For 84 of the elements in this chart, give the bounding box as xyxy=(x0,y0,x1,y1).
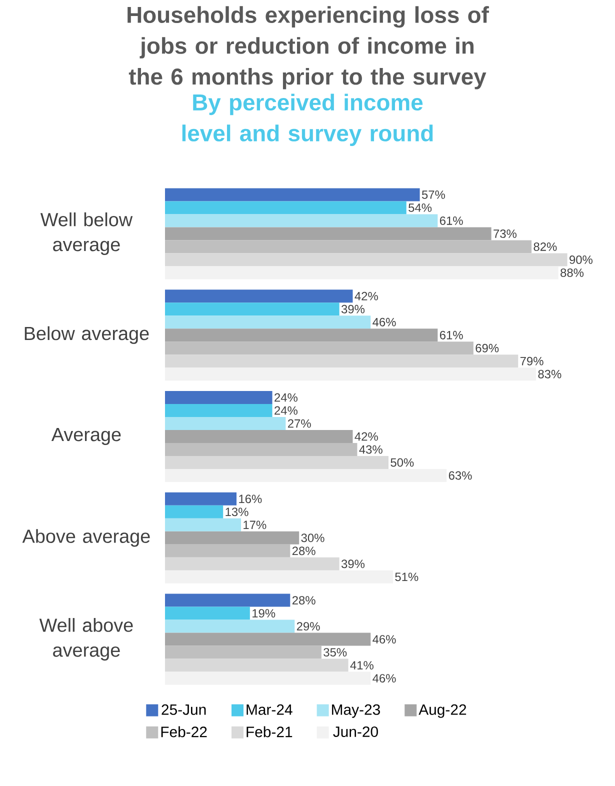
data-label: 63% xyxy=(448,471,472,480)
bar xyxy=(165,594,290,607)
bar xyxy=(165,518,241,532)
data-label: 69% xyxy=(476,344,499,352)
bar xyxy=(165,201,406,214)
data-label: 46% xyxy=(372,318,396,326)
bar xyxy=(165,240,532,254)
bar xyxy=(165,492,237,506)
bar xyxy=(165,391,272,404)
data-label: 39% xyxy=(341,560,365,568)
bar xyxy=(165,606,250,620)
bar xyxy=(165,430,353,444)
bar xyxy=(165,646,322,659)
y-tick-label: Above average xyxy=(22,529,150,547)
bar xyxy=(165,316,371,329)
chart-subtitle: By perceived income level and survey round xyxy=(182,94,433,146)
data-label: 35% xyxy=(324,648,347,657)
data-label: 13% xyxy=(226,508,248,516)
bar xyxy=(165,632,371,646)
chart-title: Households experiencing loss of jobs or reduction of income in the 6 months prior to the survey xyxy=(128,6,489,90)
y-tick-label: Well below average xyxy=(40,212,133,255)
legend-label: Jun-20 xyxy=(333,726,378,738)
data-label: 30% xyxy=(301,534,324,542)
data-label: 79% xyxy=(520,356,544,366)
data-label: 73% xyxy=(494,229,517,238)
legend-label: 25-Jun xyxy=(162,704,206,715)
bar xyxy=(165,188,420,202)
bar xyxy=(165,557,340,570)
data-label: 28% xyxy=(292,546,316,556)
data-label: 51% xyxy=(395,572,418,582)
bar xyxy=(165,290,353,303)
data-label: 41% xyxy=(350,661,374,670)
bar xyxy=(165,253,568,266)
data-label: 39% xyxy=(341,304,365,314)
data-label: 46% xyxy=(372,674,396,683)
bar xyxy=(165,266,558,280)
bar xyxy=(165,620,295,633)
data-label: 19% xyxy=(252,609,276,618)
data-label: 28% xyxy=(292,596,316,605)
bar xyxy=(165,469,447,482)
bar xyxy=(165,505,224,518)
bar xyxy=(165,570,393,584)
data-label: 46% xyxy=(372,635,396,644)
legend-label: May-23 xyxy=(332,704,380,718)
data-label: 50% xyxy=(390,458,414,467)
data-label: 16% xyxy=(239,494,262,504)
y-tick-label: Average xyxy=(51,428,121,445)
bar xyxy=(165,368,536,381)
data-label: 24% xyxy=(274,406,298,415)
data-label: 82% xyxy=(534,242,557,251)
bar xyxy=(165,214,438,228)
data-label: 29% xyxy=(296,622,320,631)
bar xyxy=(165,404,272,418)
bar xyxy=(165,227,492,240)
bar xyxy=(165,417,286,430)
data-label: 27% xyxy=(288,419,311,428)
bar xyxy=(165,544,290,558)
y-tick-label: Well above average xyxy=(39,618,133,661)
data-label: 54% xyxy=(408,204,432,212)
data-label: 24% xyxy=(274,393,298,402)
data-label: 43% xyxy=(359,445,382,454)
legend-label: Feb-21 xyxy=(246,726,292,738)
legend-label: Feb-22 xyxy=(161,726,207,738)
bar xyxy=(165,672,371,685)
bar xyxy=(165,531,300,544)
data-label: 90% xyxy=(570,255,592,264)
data-label: 42% xyxy=(354,432,378,441)
bar xyxy=(165,342,474,355)
bar xyxy=(165,443,358,456)
data-label: 42% xyxy=(354,292,378,300)
legend-label: Aug-22 xyxy=(418,704,466,718)
bar xyxy=(165,456,388,470)
data-label: 88% xyxy=(560,268,584,277)
bar xyxy=(165,658,348,672)
bar xyxy=(165,302,340,316)
legend-label: Mar-24 xyxy=(246,704,292,715)
y-tick-label: Below average xyxy=(24,326,149,344)
data-label: 17% xyxy=(244,520,266,530)
bar xyxy=(165,328,438,342)
data-label: 83% xyxy=(538,370,562,378)
data-label: 61% xyxy=(440,330,463,340)
data-label: 57% xyxy=(422,190,445,199)
bar xyxy=(165,354,518,368)
data-label: 61% xyxy=(440,216,463,225)
